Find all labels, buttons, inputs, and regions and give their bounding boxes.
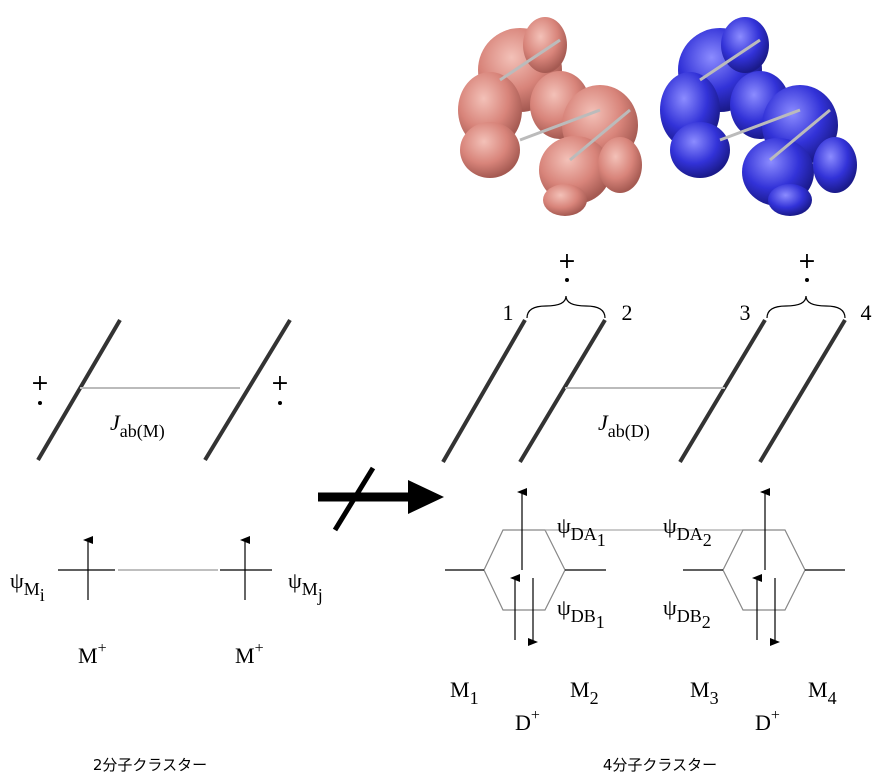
donor-label-sup: + <box>531 707 540 724</box>
orbital-label-subsub: 2 <box>703 530 712 550</box>
orbital-label-symbol: ψ <box>557 513 571 538</box>
molecule-label: M1 <box>450 677 479 708</box>
left-orbitals <box>58 540 272 600</box>
orbital-label-sub: M <box>302 579 318 599</box>
orbital-label-symbol: ψ <box>557 595 571 620</box>
orbital-label: ψDA2 <box>663 513 712 550</box>
donor-label-sup: + <box>771 707 780 724</box>
caption: 4分子クラスター <box>603 756 717 774</box>
orbital-label: ψDB2 <box>663 595 711 632</box>
coupling-label-sub: ab(M) <box>120 421 165 442</box>
orbital-label-subsub: 1 <box>597 530 606 550</box>
orbital-label-subsub: i <box>40 585 45 605</box>
orbital-label-subsub: 2 <box>702 612 711 632</box>
donor-label: D+ <box>755 707 780 735</box>
orbital-label: ψDA1 <box>557 513 606 550</box>
braces <box>527 296 845 318</box>
radical-dot <box>278 401 282 405</box>
molecule-label-text: M <box>570 677 590 702</box>
molecule-number: 1 <box>503 300 514 325</box>
orbital-label-sub: DB <box>677 606 702 626</box>
ion-label: M+ <box>235 640 264 668</box>
orbital-label: ψMj <box>288 568 323 605</box>
molecule-label: M3 <box>690 677 719 708</box>
plus-sign: + <box>271 371 289 396</box>
molecule-number: 4 <box>861 300 872 325</box>
not-arrow <box>318 468 444 530</box>
ion-label-text: M <box>235 643 255 668</box>
orbital-label-symbol: ψ <box>10 568 24 593</box>
coupling-label: Jab(D) <box>598 410 650 442</box>
molecule-label-text: M <box>808 677 828 702</box>
molecule-label: M4 <box>808 677 837 708</box>
molecule-number: 2 <box>622 300 633 325</box>
radical-dot <box>565 278 569 282</box>
diagram: + + + + 1 2 3 4 2分子クラスター 4分子クラスター Jab(M)… <box>0 0 876 776</box>
donor-label-text: D <box>515 710 531 735</box>
plus-sign: + <box>31 371 49 396</box>
molecule-label-sub: 2 <box>590 688 599 708</box>
orbital-image-pink <box>458 17 642 216</box>
coupling-label: Jab(M) <box>110 410 165 442</box>
molecule-label-sub: 1 <box>470 688 479 708</box>
coupling-label-sub: ab(D) <box>608 421 650 442</box>
molecule-label: M2 <box>570 677 599 708</box>
orbital-label-sub: DA <box>677 524 703 544</box>
right-orbitals <box>445 492 845 642</box>
orbital-label-subsub: j <box>317 585 323 605</box>
molecule-label-sub: 3 <box>710 688 719 708</box>
orbital-image-blue <box>660 17 857 216</box>
radical-dot <box>805 278 809 282</box>
orbital-label-sub: DB <box>571 606 596 626</box>
ion-label-sup: + <box>98 640 107 657</box>
donor-label-text: D <box>755 710 771 735</box>
donor-label: D+ <box>515 707 540 735</box>
orbital-label-subsub: 1 <box>596 612 605 632</box>
orbital-label: ψDB1 <box>557 595 605 632</box>
molecule-label-text: M <box>690 677 710 702</box>
orbital-label-symbol: ψ <box>663 595 677 620</box>
orbital-label: ψMi <box>10 568 45 605</box>
molecule-label-text: M <box>450 677 470 702</box>
caption: 2分子クラスター <box>93 756 207 774</box>
orbital-label-sub: DA <box>571 524 597 544</box>
orbital-label-symbol: ψ <box>288 568 302 593</box>
orbital-label-sub: M <box>24 579 40 599</box>
plus-sign: + <box>798 249 816 274</box>
molecule-label-sub: 4 <box>828 688 837 708</box>
orbital-label-symbol: ψ <box>663 513 677 538</box>
ion-label-sup: + <box>255 640 264 657</box>
molecule-number: 3 <box>740 300 751 325</box>
ion-label-text: M <box>78 643 98 668</box>
ion-label: M+ <box>78 640 107 668</box>
radical-dot <box>38 401 42 405</box>
plus-sign: + <box>558 249 576 274</box>
